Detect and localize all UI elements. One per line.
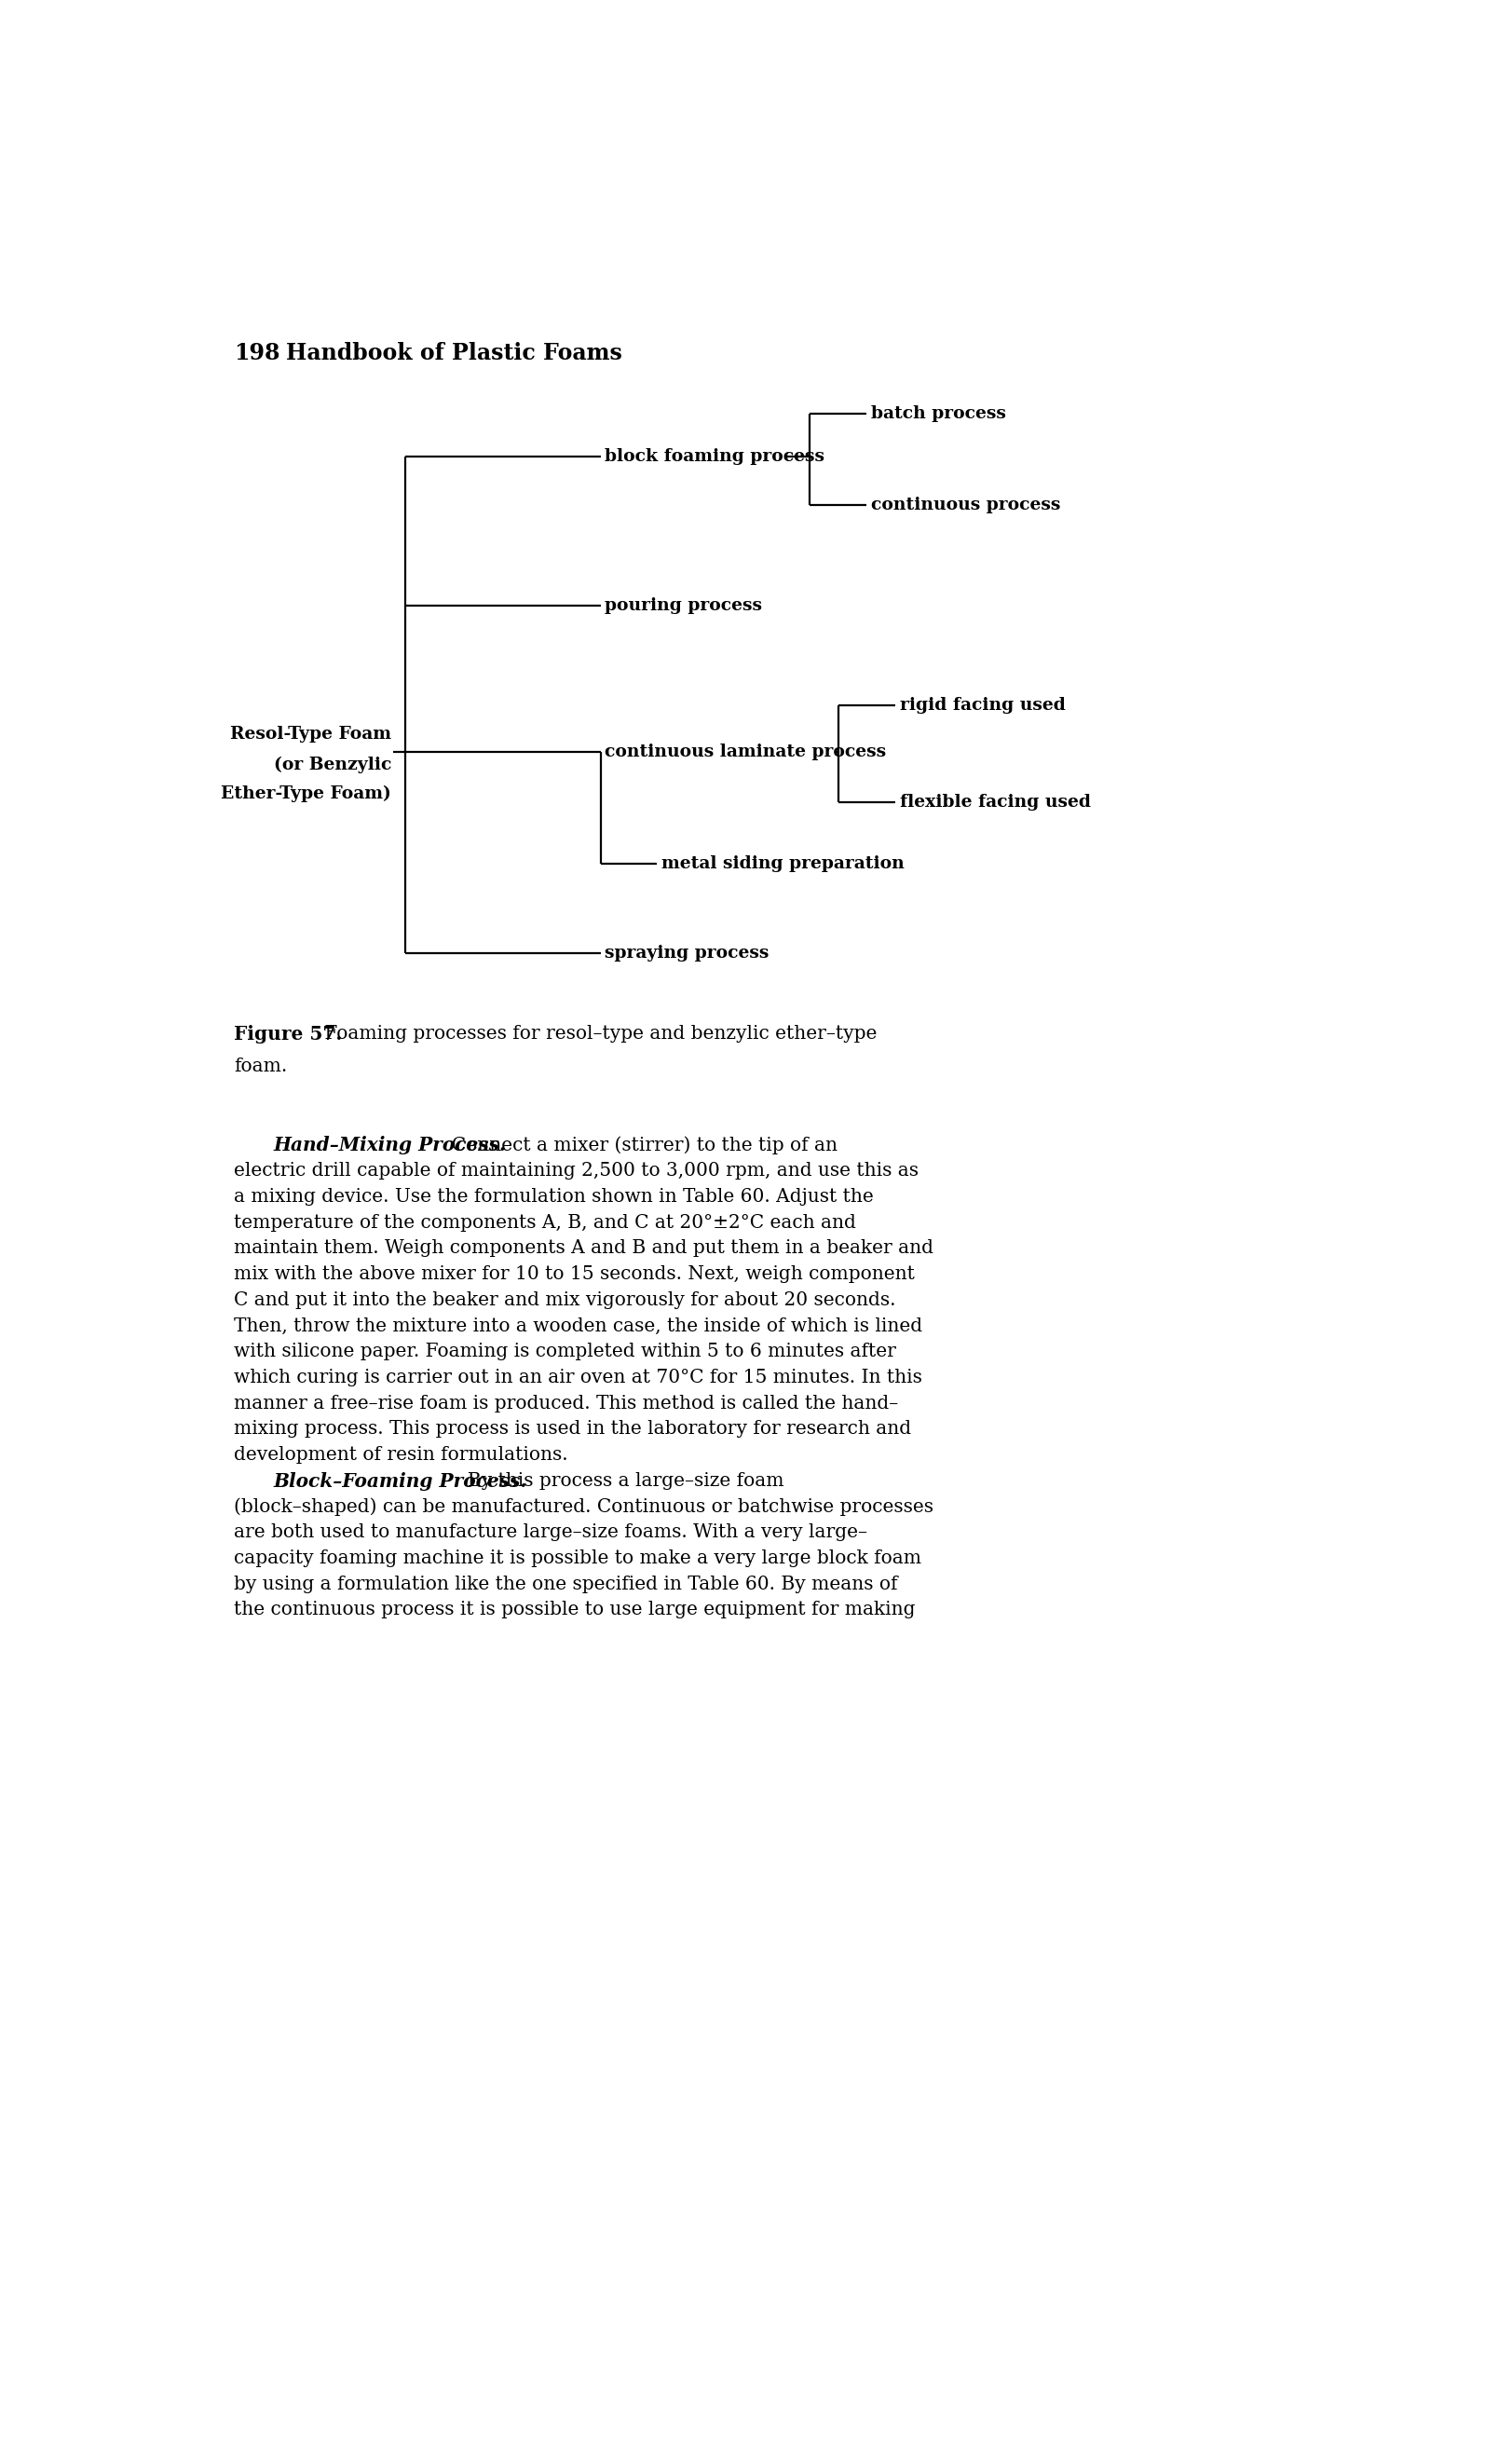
Text: manner a free–rise foam is produced. This method is called the hand–: manner a free–rise foam is produced. Thi… <box>234 1395 898 1412</box>
Text: flexible facing used: flexible facing used <box>900 794 1090 811</box>
Text: Handbook of Plastic Foams: Handbook of Plastic Foams <box>286 342 621 364</box>
Text: rigid facing used: rigid facing used <box>900 696 1064 713</box>
Text: a mixing device. Use the formulation shown in Table 60. Adjust the: a mixing device. Use the formulation sho… <box>234 1187 872 1204</box>
Text: with silicone paper. Foaming is completed within 5 to 6 minutes after: with silicone paper. Foaming is complete… <box>234 1344 895 1361</box>
Text: batch process: batch process <box>869 406 1005 423</box>
Text: block foaming process: block foaming process <box>605 450 824 464</box>
Text: Foaming processes for resol–type and benzylic ether–type: Foaming processes for resol–type and ben… <box>319 1026 877 1043</box>
Text: are both used to manufacture large–size foams. With a very large–: are both used to manufacture large–size … <box>234 1524 866 1542</box>
Text: mixing process. This process is used in the laboratory for research and: mixing process. This process is used in … <box>234 1419 910 1439</box>
Text: Figure 57.: Figure 57. <box>234 1026 342 1043</box>
Text: temperature of the components A, B, and C at 20°±2°C each and: temperature of the components A, B, and … <box>234 1214 856 1231</box>
Text: (block–shaped) can be manufactured. Continuous or batchwise processes: (block–shaped) can be manufactured. Cont… <box>234 1498 933 1517</box>
Text: which curing is carrier out in an air oven at 70°C for 15 minutes. In this: which curing is carrier out in an air ov… <box>234 1368 922 1385</box>
Text: (or Benzylic: (or Benzylic <box>274 757 392 774</box>
Text: Block–Foaming Process.: Block–Foaming Process. <box>274 1471 528 1490</box>
Text: By this process a large–size foam: By this process a large–size foam <box>455 1471 783 1490</box>
Text: continuous process: continuous process <box>869 496 1060 513</box>
Text: Ether-Type Foam): Ether-Type Foam) <box>209 787 392 801</box>
Text: Then, throw the mixture into a wooden case, the inside of which is lined: Then, throw the mixture into a wooden ca… <box>234 1317 922 1334</box>
Text: Connect a mixer (stirrer) to the tip of an: Connect a mixer (stirrer) to the tip of … <box>440 1136 838 1156</box>
Text: spraying process: spraying process <box>605 945 768 963</box>
Text: continuous laminate process: continuous laminate process <box>605 745 886 760</box>
Text: development of resin formulations.: development of resin formulations. <box>234 1446 567 1463</box>
Text: mix with the above mixer for 10 to 15 seconds. Next, weigh component: mix with the above mixer for 10 to 15 se… <box>234 1265 915 1283</box>
Text: the continuous process it is possible to use large equipment for making: the continuous process it is possible to… <box>234 1600 915 1620</box>
Text: by using a formulation like the one specified in Table 60. By means of: by using a formulation like the one spec… <box>234 1576 897 1593</box>
Text: 198: 198 <box>234 342 280 364</box>
Text: C and put it into the beaker and mix vigorously for about 20 seconds.: C and put it into the beaker and mix vig… <box>234 1290 895 1309</box>
Text: Hand–Mixing Process.: Hand–Mixing Process. <box>274 1136 507 1156</box>
Text: capacity foaming machine it is possible to make a very large block foam: capacity foaming machine it is possible … <box>234 1549 921 1566</box>
Text: maintain them. Weigh components A and B and put them in a beaker and: maintain them. Weigh components A and B … <box>234 1239 933 1258</box>
Text: pouring process: pouring process <box>605 596 762 613</box>
Text: electric drill capable of maintaining 2,500 to 3,000 rpm, and use this as: electric drill capable of maintaining 2,… <box>234 1163 918 1180</box>
Text: Resol-Type Foam: Resol-Type Foam <box>230 726 392 743</box>
Text: metal siding preparation: metal siding preparation <box>661 855 904 872</box>
Text: foam.: foam. <box>234 1058 287 1075</box>
